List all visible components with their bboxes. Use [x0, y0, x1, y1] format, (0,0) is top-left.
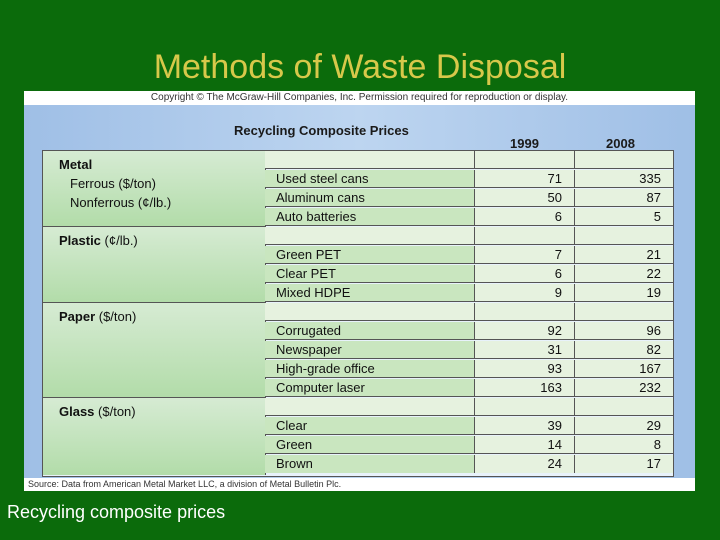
- recycling-table-figure: Copyright © The McGraw-Hill Companies, I…: [24, 91, 695, 491]
- table-cell-2008: 232: [575, 379, 673, 397]
- table-cell-blank: [475, 151, 575, 169]
- section-label-paper: Paper ($/ton): [59, 309, 137, 324]
- table-cell-blank: [575, 398, 673, 416]
- table-cell-blank: [475, 303, 575, 321]
- table-row-blank: [265, 151, 475, 169]
- table-cell-blank: [475, 227, 575, 245]
- table-cell-blank: [575, 151, 673, 169]
- table-row-item: Green PET: [265, 246, 475, 264]
- table-cell-1999: 92: [475, 322, 575, 340]
- table-row-item: Mixed HDPE: [265, 284, 475, 302]
- table-row-item: Brown: [265, 455, 475, 473]
- table-row-item: Newspaper: [265, 341, 475, 359]
- table-cell-2008: 5: [575, 208, 673, 226]
- table-row-blank: [265, 398, 475, 416]
- column-header-2008: 2008: [606, 136, 635, 151]
- table-cell-2008: 19: [575, 284, 673, 302]
- section-metal: Metal Ferrous ($/ton) Nonferrous (¢/lb.): [43, 151, 266, 227]
- table-row-item: Auto batteries: [265, 208, 475, 226]
- table-cell-blank: [475, 398, 575, 416]
- table-cell-1999: 31: [475, 341, 575, 359]
- table-cell-1999: 14: [475, 436, 575, 454]
- table-row-item: Aluminum cans: [265, 189, 475, 207]
- section-glass: Glass ($/ton): [43, 398, 266, 475]
- table-cell-2008: 335: [575, 170, 673, 188]
- table-cell-2008: 82: [575, 341, 673, 359]
- table-cell-2008: 29: [575, 417, 673, 435]
- table-cell-1999: 93: [475, 360, 575, 378]
- table-cell-blank: [575, 303, 673, 321]
- table-cell-2008: 21: [575, 246, 673, 264]
- table-cell-blank: [575, 227, 673, 245]
- table-row-item: Used steel cans: [265, 170, 475, 188]
- table-cell-1999: 7: [475, 246, 575, 264]
- source-note: Source: Data from American Metal Market …: [24, 478, 695, 491]
- sub-label-nonferrous: Nonferrous (¢/lb.): [70, 195, 172, 210]
- column-header-1999: 1999: [510, 136, 539, 151]
- table-cell-2008: 8: [575, 436, 673, 454]
- section-label-glass: Glass ($/ton): [59, 404, 136, 419]
- section-paper: Paper ($/ton): [43, 303, 266, 398]
- table-cell-2008: 22: [575, 265, 673, 283]
- section-label-metal: Metal: [59, 157, 93, 172]
- table-cell-2008: 167: [575, 360, 673, 378]
- prices-table: Metal Ferrous ($/ton) Nonferrous (¢/lb.)…: [42, 150, 674, 477]
- table-cell-2008: 17: [575, 455, 673, 473]
- table-row-blank: [265, 227, 475, 245]
- table-cell-1999: 71: [475, 170, 575, 188]
- table-cell-1999: 39: [475, 417, 575, 435]
- table-row-item: High-grade office: [265, 360, 475, 378]
- section-plastic: Plastic (¢/lb.): [43, 227, 266, 303]
- table-row-blank: [265, 303, 475, 321]
- table-row-item: Computer laser: [265, 379, 475, 397]
- table-row-item: Clear PET: [265, 265, 475, 283]
- table-cell-1999: 9: [475, 284, 575, 302]
- table-cell-2008: 87: [575, 189, 673, 207]
- table-cell-2008: 96: [575, 322, 673, 340]
- section-label-plastic: Plastic (¢/lb.): [59, 233, 138, 248]
- sub-label-ferrous: Ferrous ($/ton): [70, 176, 156, 191]
- table-cell-1999: 24: [475, 455, 575, 473]
- table-cell-1999: 163: [475, 379, 575, 397]
- table-cell-1999: 6: [475, 208, 575, 226]
- table-cell-1999: 50: [475, 189, 575, 207]
- table-row-item: Corrugated: [265, 322, 475, 340]
- table-row-item: Green: [265, 436, 475, 454]
- slide-caption: Recycling composite prices: [7, 502, 226, 522]
- table-cell-1999: 6: [475, 265, 575, 283]
- table-title: Recycling Composite Prices: [234, 123, 409, 138]
- copyright-notice: Copyright © The McGraw-Hill Companies, I…: [24, 91, 695, 105]
- table-row-item: Clear: [265, 417, 475, 435]
- table-panel: Recycling Composite Prices 1999 2008 Met…: [24, 105, 695, 491]
- slide-title: Methods of Waste Disposal: [153, 48, 567, 86]
